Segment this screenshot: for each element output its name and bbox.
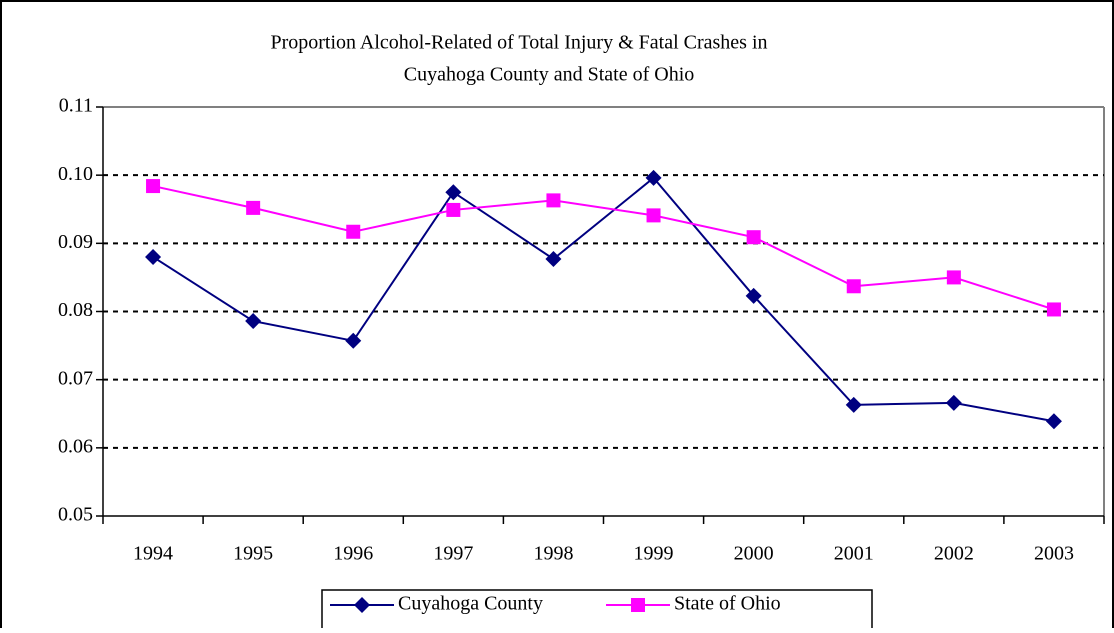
legend-marker	[631, 598, 645, 612]
marker	[545, 251, 562, 268]
x-tick-label: 2000	[734, 543, 774, 565]
marker	[746, 230, 761, 245]
legend-marker	[354, 597, 370, 613]
x-tick-label: 1997	[433, 543, 473, 565]
y-tick-label: 0.07	[58, 367, 93, 389]
marker	[745, 287, 762, 304]
marker	[846, 279, 861, 294]
marker	[246, 200, 261, 215]
legend-label: State of Ohio	[674, 593, 781, 615]
x-tick-label: 1998	[533, 543, 573, 565]
y-tick-label: 0.05	[58, 504, 93, 526]
x-tick-label: 2002	[934, 543, 974, 565]
legend-box	[321, 589, 873, 633]
x-tick-label: 1996	[333, 543, 373, 565]
chart-title: Cuyahoga County and State of Ohio	[404, 64, 695, 86]
marker	[646, 208, 661, 223]
series-line	[152, 185, 1055, 311]
x-tick-label: 2003	[1034, 543, 1074, 565]
marker	[645, 169, 662, 186]
x-tick-label: 1994	[133, 543, 173, 565]
y-tick-label: 0.09	[58, 231, 93, 253]
marker	[946, 270, 961, 285]
marker	[245, 313, 262, 330]
marker	[546, 193, 561, 208]
x-tick-label: 2001	[834, 543, 874, 565]
y-tick-label: 0.08	[58, 299, 93, 321]
y-tick-label: 0.11	[59, 95, 93, 117]
marker	[1046, 302, 1061, 317]
marker	[446, 202, 461, 217]
marker	[345, 332, 362, 349]
marker	[445, 184, 462, 201]
chart-title: Proportion Alcohol-Related of Total Inju…	[270, 32, 767, 54]
x-tick-label: 1995	[233, 543, 273, 565]
marker	[146, 179, 161, 194]
marker	[945, 394, 962, 411]
marker	[145, 248, 162, 265]
y-tick-label: 0.10	[58, 163, 93, 185]
marker	[1045, 413, 1062, 430]
legend-label: Cuyahoga County	[398, 593, 543, 615]
series-line	[152, 176, 1055, 423]
marker	[845, 396, 862, 413]
y-tick-label: 0.06	[58, 435, 93, 457]
marker	[346, 224, 361, 239]
x-tick-label: 1999	[634, 543, 674, 565]
